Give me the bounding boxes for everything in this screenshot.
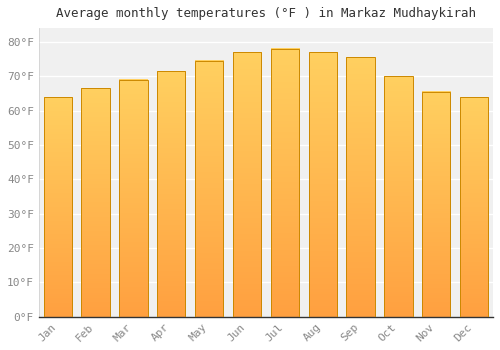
Bar bbox=[82, 88, 110, 317]
Bar bbox=[422, 92, 450, 317]
Title: Average monthly temperatures (°F ) in Markaz Mudhaykirah: Average monthly temperatures (°F ) in Ma… bbox=[56, 7, 476, 20]
Bar bbox=[195, 61, 224, 317]
Bar bbox=[44, 97, 72, 317]
Bar bbox=[346, 57, 375, 317]
Bar bbox=[308, 52, 337, 317]
Bar bbox=[119, 79, 148, 317]
Bar bbox=[270, 49, 299, 317]
Bar bbox=[384, 76, 412, 317]
Bar bbox=[157, 71, 186, 317]
Bar bbox=[233, 52, 261, 317]
Bar bbox=[460, 97, 488, 317]
